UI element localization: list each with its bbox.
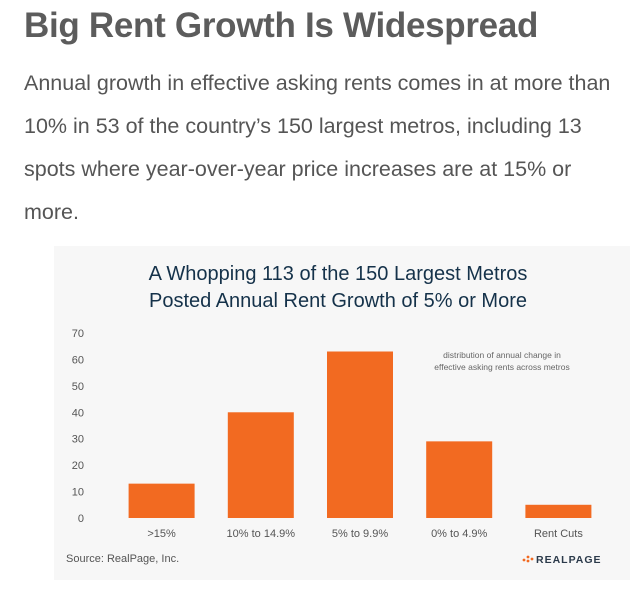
- chart-title-line-1: A Whopping 113 of the 150 Largest Metros: [149, 263, 528, 285]
- bar: [227, 412, 294, 518]
- bar-chart: A Whopping 113 of the 150 Largest Metros…: [66, 263, 602, 566]
- y-tick-label: 10: [72, 487, 84, 499]
- article-subhead: Annual growth in effective asking rents …: [24, 71, 611, 224]
- y-tick-label: 40: [72, 407, 84, 419]
- y-tick-label: 70: [72, 328, 84, 340]
- y-axis-ticks: 0 10 20 30 40 50 60 70: [72, 328, 84, 525]
- x-tick-label: 5% to 9.9%: [332, 528, 388, 540]
- logo-dots-icon: [522, 555, 534, 563]
- bar: [426, 441, 493, 518]
- chart-title-line-2: Posted Annual Rent Growth of 5% or More: [149, 290, 527, 312]
- y-tick-label: 50: [72, 381, 84, 393]
- chart-figure: A Whopping 113 of the 150 Largest Metros…: [54, 246, 630, 580]
- y-tick-label: 0: [78, 513, 84, 525]
- bar: [525, 504, 592, 518]
- x-tick-label: Rent Cuts: [534, 528, 583, 540]
- realpage-logo: REALPAGE: [522, 554, 602, 566]
- source-note: Source: RealPage, Inc.: [66, 553, 179, 565]
- y-tick-label: 20: [72, 460, 84, 472]
- x-tick-label: >15%: [147, 528, 176, 540]
- x-tick-label: 10% to 14.9%: [227, 528, 296, 540]
- article-headline: Big Rent Growth Is Widespread: [24, 6, 539, 45]
- y-tick-label: 60: [72, 354, 84, 366]
- x-tick-label: 0% to 4.9%: [431, 528, 487, 540]
- bar: [128, 483, 195, 518]
- x-axis-ticks: >15% 10% to 14.9% 5% to 9.9% 0% to 4.9% Rent…: [147, 528, 583, 540]
- annotation-line-2: effective asking rents across metros: [434, 362, 569, 372]
- annotation-line-1: distribution of annual change in: [443, 350, 561, 360]
- y-tick-label: 30: [72, 434, 84, 446]
- bars: [128, 351, 592, 518]
- brand-name: REALPAGE: [536, 554, 602, 566]
- bar: [327, 351, 393, 518]
